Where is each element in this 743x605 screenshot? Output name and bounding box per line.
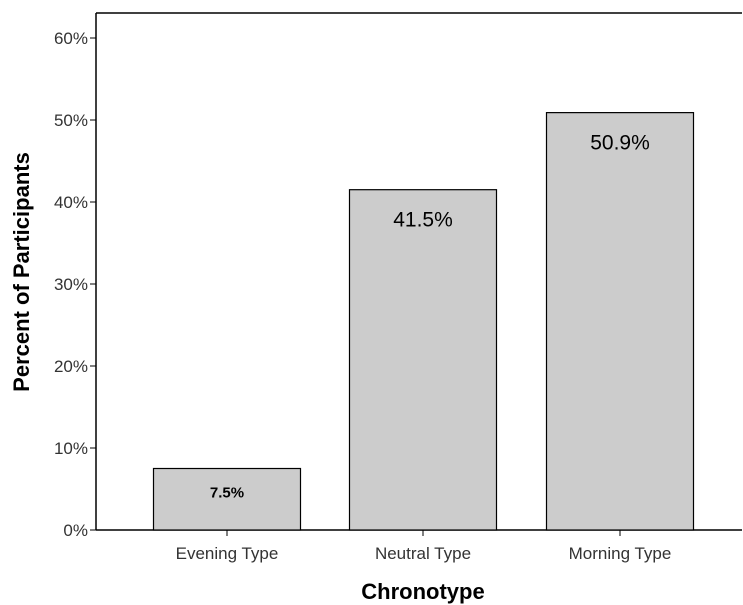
y-tick-label: 50%	[54, 111, 88, 130]
bar	[152, 467, 302, 531]
bar	[348, 189, 498, 531]
y-axis-title: Percent of Participants	[9, 152, 34, 392]
x-axis-tick-labels: Evening Type Neutral Type Morning Type	[176, 530, 672, 563]
bar-data-label: 41.5%	[393, 209, 453, 232]
y-tick-label: 0%	[63, 521, 88, 540]
y-tick-label: 60%	[54, 29, 88, 48]
x-axis-title: Chronotype	[361, 579, 484, 604]
y-tick-label: 10%	[54, 439, 88, 458]
y-axis-ticks: 0% 10% 20% 30% 40% 50% 60%	[54, 29, 96, 540]
bar	[545, 112, 695, 531]
y-tick-label: 20%	[54, 357, 88, 376]
x-tick-label: Morning Type	[569, 544, 672, 563]
x-tick-label: Evening Type	[176, 544, 279, 563]
bar-data-label: 50.9%	[590, 132, 650, 155]
bar-data-label: 7.5%	[210, 485, 244, 502]
plot-area: 0% 10% 20% 30% 40% 50% 60% 7.5% 41.5% 50.9% Even…	[54, 12, 742, 563]
y-tick-label: 40%	[54, 193, 88, 212]
x-tick-label: Neutral Type	[375, 544, 471, 563]
y-tick-label: 30%	[54, 275, 88, 294]
bars: 7.5% 41.5% 50.9%	[152, 112, 695, 531]
